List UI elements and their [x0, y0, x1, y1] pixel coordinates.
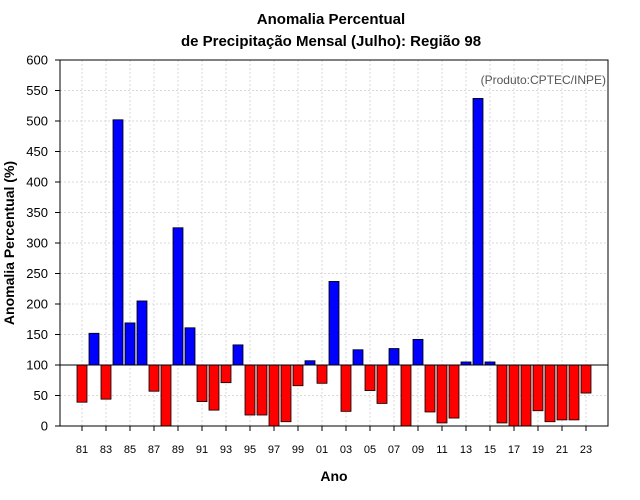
bar-94	[232, 344, 244, 366]
bar-84	[112, 119, 124, 366]
y-tick-label: 300	[26, 236, 48, 251]
y-tick-label: 50	[34, 388, 48, 403]
bar-81	[76, 364, 88, 403]
x-tick-label: 07	[388, 444, 400, 456]
x-tick-label: 89	[172, 444, 184, 456]
bar-04	[352, 349, 364, 366]
y-tick-label: 550	[26, 83, 48, 98]
x-tick-label: 95	[244, 444, 256, 456]
bar-12	[448, 364, 460, 419]
bar-05	[364, 364, 376, 392]
bar-97	[268, 364, 280, 427]
y-axis: 0 50 100 150 200 250 300 350 400 450 500 550 600	[26, 53, 60, 434]
bar-08	[400, 364, 412, 427]
x-tick-label: 97	[268, 444, 280, 456]
bar-88	[160, 364, 172, 427]
y-tick-label: 600	[26, 53, 48, 68]
chart-subtitle: de Precipitação Mensal (Julho): Região 9…	[181, 33, 481, 50]
bar-93	[220, 364, 232, 384]
bar-91	[196, 364, 208, 402]
bar-86	[136, 300, 148, 366]
y-tick-label: 400	[26, 175, 48, 190]
bar-02	[328, 281, 340, 366]
x-tick-label: 85	[124, 444, 136, 456]
bar-95	[244, 364, 256, 416]
x-tick-label: 15	[484, 444, 496, 456]
chart-title: Anomalia Percentual	[257, 11, 405, 28]
bar-03	[340, 364, 352, 412]
bar-14	[472, 98, 484, 366]
bar-01	[316, 364, 328, 384]
bar-85	[124, 322, 136, 366]
y-tick-label: 450	[26, 144, 48, 159]
credit-label: (Produto:CPTEC/INPE)	[481, 73, 606, 87]
x-tick-label: 09	[412, 444, 424, 456]
bar-83	[100, 364, 112, 400]
bar-98	[280, 364, 292, 423]
bar-22	[568, 364, 580, 421]
y-tick-label: 250	[26, 266, 48, 281]
x-tick-label: 19	[532, 444, 544, 456]
bars	[76, 98, 592, 427]
x-tick-label: 87	[148, 444, 160, 456]
bar-90	[184, 327, 196, 366]
x-tick-label: 23	[580, 444, 592, 456]
bar-96	[256, 364, 268, 416]
bar-16	[496, 364, 508, 424]
x-tick-label: 99	[292, 444, 304, 456]
x-tick-label: 05	[364, 444, 376, 456]
y-tick-label: 100	[26, 358, 48, 373]
x-tick-label: 83	[100, 444, 112, 456]
bar-23	[580, 364, 592, 394]
y-tick-label: 150	[26, 327, 48, 342]
y-axis-label: Anomalia Percentual (%)	[1, 161, 17, 325]
bar-18	[520, 364, 532, 427]
x-tick-label: 91	[196, 444, 208, 456]
bar-17	[508, 364, 520, 427]
y-tick-label: 0	[41, 419, 48, 434]
bar-20	[544, 364, 556, 423]
x-tick-label: 93	[220, 444, 232, 456]
x-axis-label: Ano	[320, 468, 347, 484]
y-tick-label: 200	[26, 297, 48, 312]
x-tick-label: 21	[556, 444, 568, 456]
bar-82	[88, 332, 100, 366]
y-tick-label: 500	[26, 114, 48, 129]
x-tick-label: 17	[508, 444, 520, 456]
y-tick-label: 350	[26, 205, 48, 220]
bar-06	[376, 364, 388, 404]
x-tick-label: 13	[460, 444, 472, 456]
bar-87	[148, 364, 160, 392]
x-tick-label: 81	[76, 444, 88, 456]
x-tick-label: 11	[436, 444, 447, 456]
bar-92	[208, 364, 220, 411]
x-tick-label: 01	[316, 444, 328, 456]
bar-99	[292, 364, 304, 387]
bar-19	[532, 364, 544, 412]
bar-11	[436, 364, 448, 424]
bar-10	[424, 364, 436, 413]
bar-00	[304, 360, 316, 366]
x-tick-label: 03	[340, 444, 352, 456]
bar-89	[172, 227, 184, 366]
bar-09	[412, 338, 424, 366]
bar-07	[388, 348, 400, 366]
x-axis: 81 83 85 87 89 91 93 95 97 99 01 03 05 07 09 11 13 15 17 19…	[76, 426, 592, 456]
bar-21	[556, 364, 568, 421]
